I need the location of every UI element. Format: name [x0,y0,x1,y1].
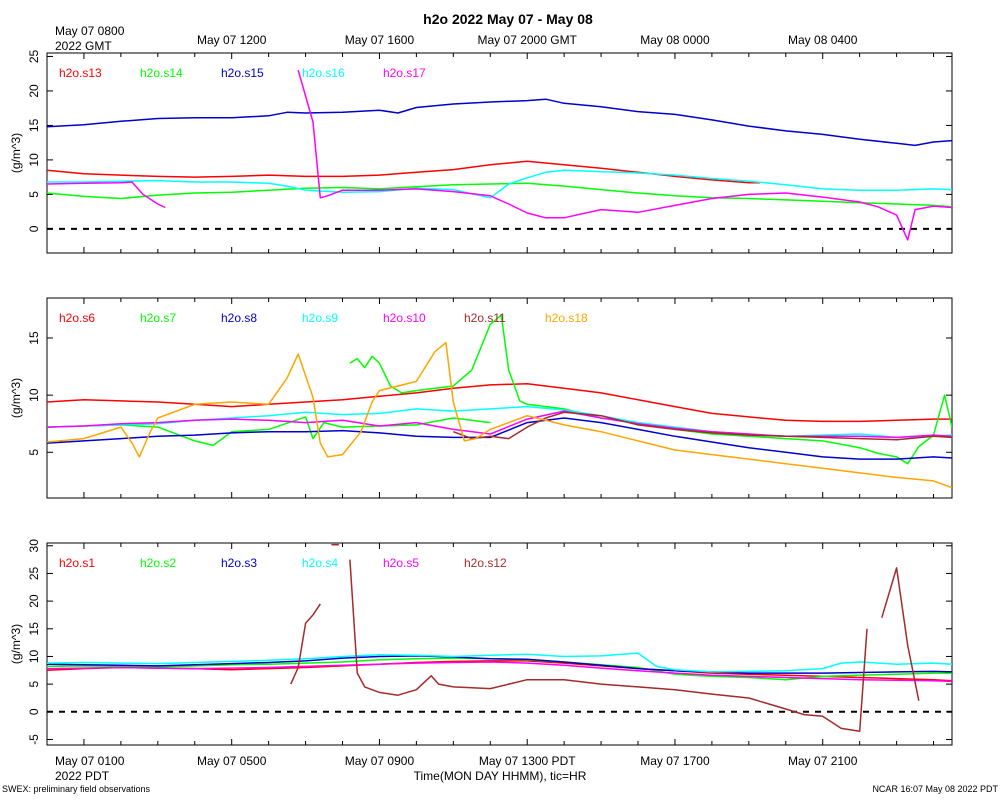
series-line-h2o-s5 [47,661,952,683]
time-tick-labels: May 07 1200 May 07 1600 May 07 2000 GMT May… [197,33,858,768]
legend-h2o-s9: h2o.s9 [302,311,338,325]
y-tick-label: -5 [27,734,41,745]
series-line-h2o-s12 [290,603,321,685]
series-line-h2o-s17 [47,181,166,209]
y-tick-label: 0 [27,708,41,715]
top-time-label: May 08 0000 [640,33,710,47]
panel-top: 0 5 10 15 20 25 (g/m^3) h2o.s13 h2o.s14 h2o.s15 h2… [9,49,953,254]
y-tick-label: 10 [27,153,41,167]
bottom-axis-start-label-line1: May 07 0100 [55,754,125,768]
series-line-h2o-s12 [881,567,920,701]
series-line-h2o-s9 [47,405,952,439]
top-time-label: May 07 2000 GMT [478,33,578,47]
legend-h2o-s15: h2o.s15 [221,66,264,80]
series-line-h2o-s8 [47,417,952,460]
legend-h2o-s16: h2o.s16 [302,66,345,80]
bottom-time-label: May 07 1700 [640,754,710,768]
panel-bottom: -5 0 5 10 15 20 25 30 (g/m^3) h2o.s1 h2o.s2 h2o.s3 h… [9,539,953,746]
series-line-h2o-s11 [453,411,952,441]
series-line-h2o-s6 [47,382,952,423]
y-tick-label: 25 [27,566,41,580]
legend-h2o-s1: h2o.s1 [59,556,95,570]
y-tick-label: 15 [27,331,41,345]
y-tick-label: 20 [27,84,41,98]
legend-h2o-s17: h2o.s17 [383,66,426,80]
y-axis-label: (g/m^3) [9,624,23,664]
footer-right: NCAR 16:07 May 08 2022 PDT [872,784,998,794]
panel-middle: 5 10 15 (g/m^3) h2o.s6 h2o.s7 h2o.s8 h2o.s9 h2o.… [9,297,953,499]
chart-title: h2o 2022 May 07 - May 08 [423,11,593,27]
bottom-axis-start-label-line2: 2022 PDT [55,769,110,783]
y-tick-label: 0 [27,225,41,232]
series-lines [47,543,952,732]
top-time-label: May 07 1200 [197,33,267,47]
x-axis-title: Time(MON DAY HHMM), tic=HR [414,769,587,783]
legend-h2o-s4: h2o.s4 [302,556,338,570]
panel-frame [46,297,953,499]
top-axis-start-label-line2: 2022 GMT [55,39,112,53]
legend-h2o-s12: h2o.s12 [464,556,507,570]
series-line-h2o-s7 [349,314,952,465]
legend-h2o-s11: h2o.s11 [464,311,506,325]
y-axis-label: (g/m^3) [9,133,23,173]
legend-h2o-s6: h2o.s6 [59,311,95,325]
y-tick-label: 15 [27,622,41,636]
legend-h2o-s14: h2o.s14 [140,66,183,80]
series-lines [47,314,952,489]
legend-h2o-s8: h2o.s8 [221,311,257,325]
series-line-h2o-s15 [47,98,952,147]
top-axis-start-label-line1: May 07 0800 [55,24,125,38]
series-line-h2o-s14 [47,182,952,208]
series-line-h2o-s17 [297,69,952,241]
legend-h2o-s3: h2o.s3 [221,556,257,570]
bottom-time-label: May 07 1300 PDT [479,754,576,768]
series-line-h2o-s7 [47,416,491,447]
y-tick-label: 10 [27,388,41,402]
panel-frame [46,542,953,746]
bottom-time-label: May 07 2100 [788,754,858,768]
legend-h2o-s13: h2o.s13 [59,66,102,80]
y-tick-label: 15 [27,118,41,132]
top-time-label: May 08 0400 [788,33,858,47]
series-line-h2o-s4 [47,652,952,673]
top-time-label: May 07 1600 [345,33,415,47]
footer-left: SWEX: preliminary field observations [2,784,151,794]
y-tick-label: 30 [27,539,41,553]
series-lines [47,69,952,241]
series-line-h2o-s3 [47,655,952,674]
legend-h2o-s18: h2o.s18 [545,311,588,325]
legend-h2o-s7: h2o.s7 [140,311,176,325]
series-line-h2o-s16 [47,169,952,199]
y-tick-label: 5 [27,191,41,198]
bottom-time-label: May 07 0500 [197,754,267,768]
y-tick-label: 5 [27,449,41,456]
legend-h2o-s10: h2o.s10 [383,311,426,325]
series-line-h2o-s10 [47,410,952,439]
y-tick-label: 20 [27,594,41,608]
y-tick-label: 25 [27,49,41,63]
legend-h2o-s2: h2o.s2 [140,556,176,570]
panel-frame [46,52,953,254]
legend-h2o-s5: h2o.s5 [383,556,419,570]
bottom-time-label: May 07 0900 [345,754,415,768]
series-line-h2o-s12 [349,559,868,732]
series-line-h2o-s13 [47,160,760,184]
y-tick-label: 5 [27,680,41,687]
y-tick-label: 10 [27,649,41,663]
series-line-h2o-s18 [47,341,952,489]
y-axis-label: (g/m^3) [9,378,23,418]
